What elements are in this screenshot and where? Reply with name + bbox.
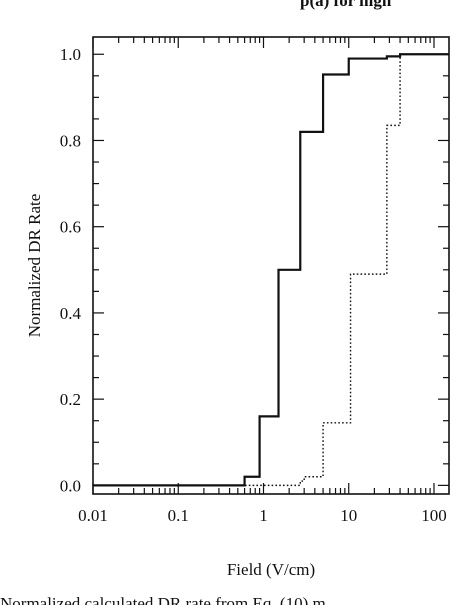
series-dotted-line (93, 53, 449, 487)
x-ticks (92, 37, 435, 494)
x-tick-label: 100 (421, 506, 447, 525)
series-solid-line (93, 53, 449, 487)
header-fragment: p(a) for high (300, 0, 392, 10)
y-ticks (93, 53, 449, 486)
x-tick-label: 10 (340, 506, 357, 525)
caption-fragment: Normalized calculated DR rate from Eq. (… (0, 594, 326, 605)
plot-frame (92, 36, 450, 495)
x-tick-label: 0.1 (168, 506, 189, 525)
y-tick-label: 0.4 (60, 304, 82, 323)
y-tick-label: 0.0 (60, 476, 81, 495)
x-axis-title: Field (V/cm) (227, 560, 315, 579)
y-tick-label: 0.6 (60, 218, 81, 237)
y-tick-label: 1.0 (60, 45, 81, 64)
y-tick-label: 0.2 (60, 390, 81, 409)
x-tick-label: 1 (259, 506, 268, 525)
y-tick-label: 0.8 (60, 131, 81, 150)
plot-layer: 0.01 0.1 1 10 100 0.0 0.2 0.4 0.6 0.8 1.0 Field (V/… (25, 36, 450, 579)
y-axis-title: Normalized DR Rate (25, 194, 44, 338)
x-tick-label: 0.01 (78, 506, 108, 525)
